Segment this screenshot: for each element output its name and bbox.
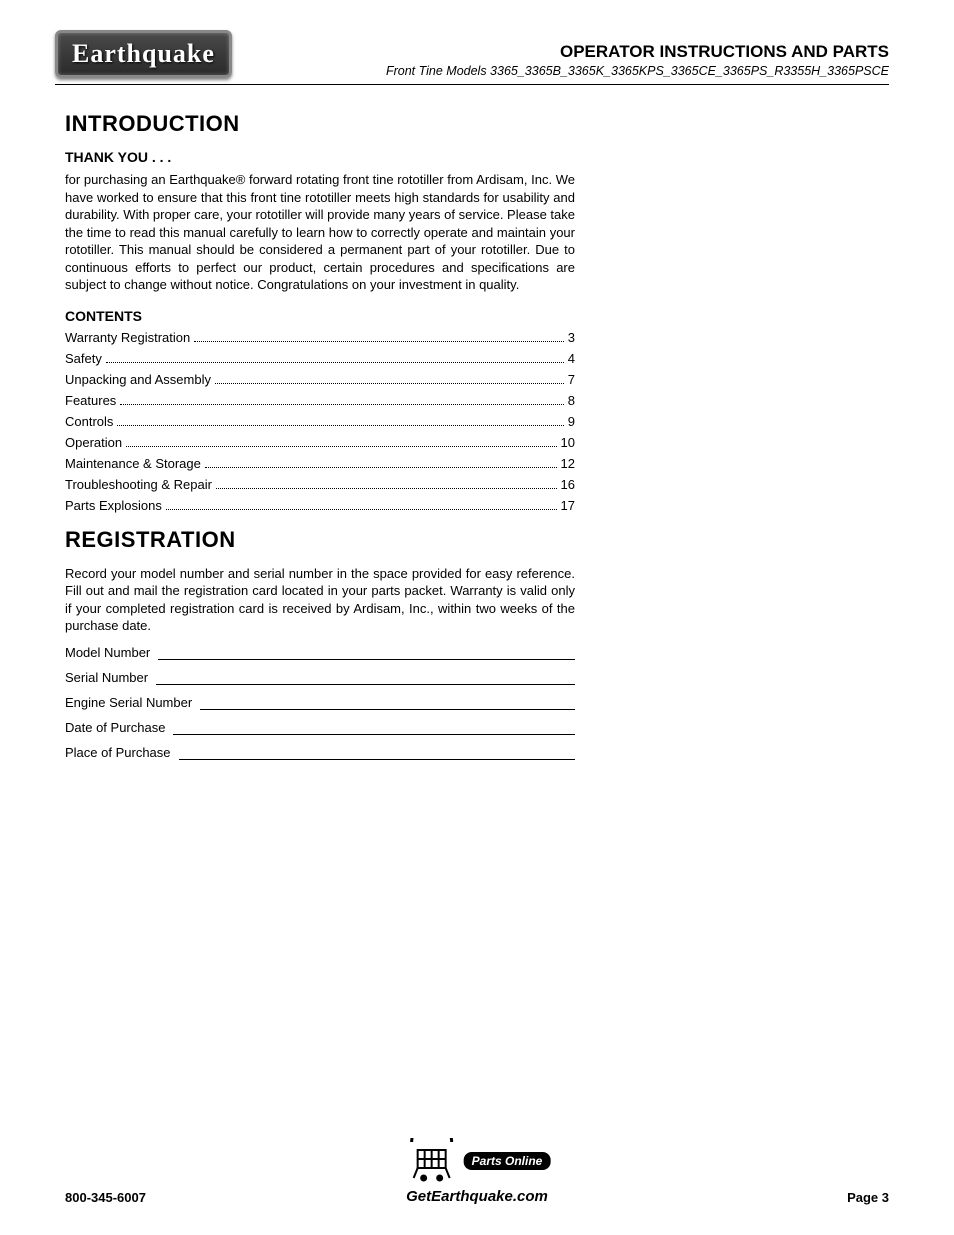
registration-field-line — [156, 684, 575, 685]
registration-field-row: Date of Purchase — [65, 720, 575, 735]
footer-center: Parts Online GetEarthquake.com — [404, 1138, 551, 1205]
toc-label: Warranty Registration — [65, 330, 190, 345]
registration-field-row: Serial Number — [65, 670, 575, 685]
toc-label: Unpacking and Assembly — [65, 372, 211, 387]
registration-field-row: Model Number — [65, 645, 575, 660]
toc-page: 12 — [561, 456, 575, 471]
header-subtitle: Front Tine Models 3365_3365B_3365K_3365K… — [386, 64, 889, 78]
toc-row: Controls 9 — [65, 414, 575, 429]
toc-label: Parts Explosions — [65, 498, 162, 513]
toc-label: Operation — [65, 435, 122, 450]
toc-dots — [126, 446, 556, 447]
toc-row: Parts Explosions 17 — [65, 498, 575, 513]
toc-label: Controls — [65, 414, 113, 429]
registration-field-line — [179, 759, 575, 760]
toc-dots — [106, 362, 564, 363]
toc-dots — [215, 383, 564, 384]
registration-field-line — [200, 709, 575, 710]
toc-dots — [120, 404, 563, 405]
cart-icon — [404, 1138, 460, 1184]
toc-row: Safety 4 — [65, 351, 575, 366]
contents-heading: CONTENTS — [65, 308, 575, 324]
registration-field-label: Date of Purchase — [65, 720, 165, 735]
header-title: OPERATOR INSTRUCTIONS AND PARTS — [386, 42, 889, 62]
toc-dots — [216, 488, 557, 489]
toc-page: 3 — [568, 330, 575, 345]
brand-logo-text: Earthquake — [72, 39, 215, 68]
header-right: OPERATOR INSTRUCTIONS AND PARTS Front Ti… — [386, 42, 889, 78]
registration-field-line — [173, 734, 575, 735]
page-header: Earthquake OPERATOR INSTRUCTIONS AND PAR… — [55, 0, 889, 85]
toc-page: 7 — [568, 372, 575, 387]
toc-row: Features 8 — [65, 393, 575, 408]
toc-row: Warranty Registration 3 — [65, 330, 575, 345]
registration-field-line — [158, 659, 575, 660]
registration-field-label: Place of Purchase — [65, 745, 171, 760]
thank-you-body: for purchasing an Earthquake® forward ro… — [65, 171, 575, 294]
toc-page: 8 — [568, 393, 575, 408]
toc-page: 9 — [568, 414, 575, 429]
toc-page: 17 — [561, 498, 575, 513]
registration-field-row: Engine Serial Number — [65, 695, 575, 710]
toc-label: Safety — [65, 351, 102, 366]
footer-url: GetEarthquake.com — [404, 1188, 551, 1205]
toc-label: Troubleshooting & Repair — [65, 477, 212, 492]
toc-page: 16 — [561, 477, 575, 492]
toc-dots — [117, 425, 563, 426]
registration-fields: Model Number Serial Number Engine Serial… — [65, 645, 575, 760]
toc-dots — [194, 341, 564, 342]
page-footer: 800-345-6007 Parts Online GetEarthquake — [0, 1190, 954, 1205]
brand-logo: Earthquake — [55, 30, 232, 78]
footer-row: 800-345-6007 Parts Online GetEarthquake — [65, 1190, 889, 1205]
footer-page-number: Page 3 — [847, 1190, 889, 1205]
parts-online-logo: Parts Online — [404, 1138, 551, 1184]
toc-row: Unpacking and Assembly 7 — [65, 372, 575, 387]
toc-dots — [205, 467, 557, 468]
table-of-contents: Warranty Registration 3 Safety 4 Unpacki… — [65, 330, 575, 513]
toc-page: 10 — [561, 435, 575, 450]
registration-field-label: Engine Serial Number — [65, 695, 192, 710]
thank-you-heading: THANK YOU . . . — [65, 149, 575, 165]
footer-phone: 800-345-6007 — [65, 1190, 146, 1205]
left-column: INTRODUCTION THANK YOU . . . for purchas… — [65, 111, 575, 760]
registration-field-label: Model Number — [65, 645, 150, 660]
registration-heading: REGISTRATION — [65, 527, 575, 553]
toc-row: Operation 10 — [65, 435, 575, 450]
main-content: INTRODUCTION THANK YOU . . . for purchas… — [0, 85, 954, 760]
toc-row: Troubleshooting & Repair 16 — [65, 477, 575, 492]
toc-dots — [166, 509, 557, 510]
toc-row: Maintenance & Storage 12 — [65, 456, 575, 471]
introduction-heading: INTRODUCTION — [65, 111, 575, 137]
toc-label: Maintenance & Storage — [65, 456, 201, 471]
parts-online-label: Parts Online — [464, 1152, 551, 1170]
registration-body: Record your model number and serial numb… — [65, 565, 575, 635]
toc-label: Features — [65, 393, 116, 408]
registration-field-label: Serial Number — [65, 670, 148, 685]
registration-field-row: Place of Purchase — [65, 745, 575, 760]
toc-page: 4 — [568, 351, 575, 366]
